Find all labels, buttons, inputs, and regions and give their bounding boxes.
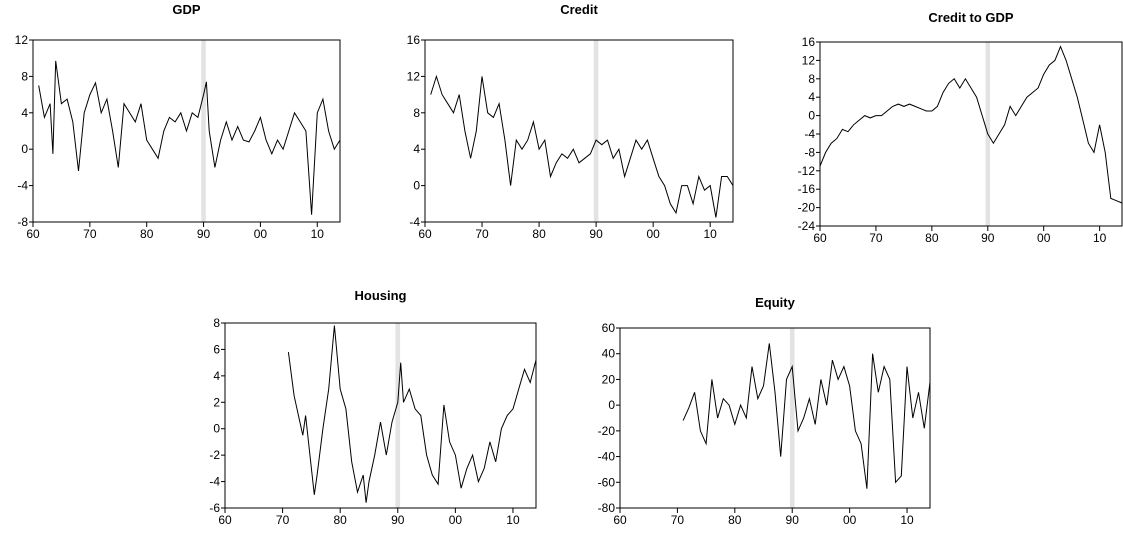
x-tick-label: 90 (589, 227, 603, 241)
series-line (819, 45, 1123, 204)
y-tick-label: -60 (598, 475, 616, 489)
chart-title: Credit (560, 2, 598, 17)
y-tick-label: -8 (17, 215, 28, 229)
shaded-band (789, 328, 795, 508)
y-tick-label: 20 (602, 372, 616, 386)
y-tick-label: -20 (598, 424, 616, 438)
x-tick-label: 70 (83, 227, 97, 241)
y-tick-label: 12 (15, 33, 29, 47)
y-tick-label: 16 (802, 35, 816, 49)
series-line (430, 74, 734, 218)
x-tick-label: 70 (276, 513, 290, 527)
y-tick-label: -8 (804, 145, 815, 159)
y-tick-label: 4 (808, 90, 815, 104)
y-tick-label: 16 (407, 33, 421, 47)
y-tick-label: 40 (602, 347, 616, 361)
y-tick-label: 4 (21, 106, 28, 120)
y-tick-label: 8 (21, 69, 28, 83)
x-tick-label: 00 (1037, 231, 1051, 245)
x-tick-label: 80 (925, 231, 939, 245)
x-tick-label: 10 (506, 513, 520, 527)
chart-title: Equity (755, 295, 795, 310)
y-tick-label: 60 (602, 321, 616, 335)
y-tick-label: -16 (798, 182, 816, 196)
y-tick-label: 0 (213, 422, 220, 436)
y-tick-label: 0 (21, 142, 28, 156)
y-tick-label: 2 (213, 395, 220, 409)
series-line (38, 60, 341, 215)
x-tick-label: 60 (813, 231, 827, 245)
chart-title: GDP (172, 2, 201, 17)
x-tick-label: 00 (254, 227, 268, 241)
x-tick-label: 00 (449, 513, 463, 527)
y-tick-label: 4 (213, 369, 220, 383)
x-tick-label: 10 (704, 227, 718, 241)
y-tick-label: 0 (808, 109, 815, 123)
y-tick-label: 0 (413, 179, 420, 193)
y-tick-label: -2 (209, 448, 220, 462)
series-line (682, 343, 931, 489)
chart-title: Credit to GDP (928, 10, 1014, 25)
y-tick-label: 0 (608, 398, 615, 412)
plot-frame (819, 41, 1123, 227)
x-tick-label: 80 (334, 513, 348, 527)
y-tick-label: -40 (598, 450, 616, 464)
shaded-band (593, 40, 599, 222)
x-tick-label: 80 (728, 513, 742, 527)
x-tick-label: 90 (197, 227, 211, 241)
y-tick-label: -12 (798, 164, 816, 178)
y-tick-label: 8 (808, 72, 815, 86)
shaded-band (395, 323, 401, 508)
chart-title: Housing (355, 288, 407, 303)
x-tick-label: 80 (532, 227, 546, 241)
series-line (287, 325, 537, 503)
y-tick-label: -6 (209, 501, 220, 515)
y-tick-label: 12 (802, 53, 816, 67)
x-tick-label: 60 (613, 513, 627, 527)
y-tick-label: -4 (804, 127, 815, 141)
y-tick-label: -20 (798, 201, 816, 215)
x-tick-label: 10 (1093, 231, 1107, 245)
y-tick-label: -4 (409, 215, 420, 229)
x-tick-label: 10 (900, 513, 914, 527)
shaded-band (201, 40, 206, 222)
x-tick-label: 10 (311, 227, 325, 241)
y-tick-label: 4 (413, 142, 420, 156)
y-tick-label: -80 (598, 501, 616, 515)
plot-frame (619, 327, 931, 509)
x-tick-label: 90 (786, 513, 800, 527)
x-tick-label: 60 (218, 513, 232, 527)
x-tick-label: 60 (418, 227, 432, 241)
y-tick-label: 6 (213, 342, 220, 356)
x-tick-label: 90 (981, 231, 995, 245)
x-tick-label: 90 (391, 513, 405, 527)
y-tick-label: 8 (413, 106, 420, 120)
y-tick-label: -4 (209, 475, 220, 489)
x-tick-label: 70 (671, 513, 685, 527)
x-tick-label: 80 (140, 227, 154, 241)
x-tick-label: 00 (646, 227, 660, 241)
x-tick-label: 70 (869, 231, 883, 245)
plot-frame (224, 322, 537, 509)
x-tick-label: 60 (26, 227, 40, 241)
y-tick-label: -24 (798, 219, 816, 233)
plot-frame (32, 39, 341, 223)
y-tick-label: 12 (407, 69, 421, 83)
y-tick-label: 8 (213, 316, 220, 330)
plot-frame (424, 39, 734, 223)
y-tick-label: -4 (17, 179, 28, 193)
x-tick-label: 00 (843, 513, 857, 527)
x-tick-label: 70 (475, 227, 489, 241)
